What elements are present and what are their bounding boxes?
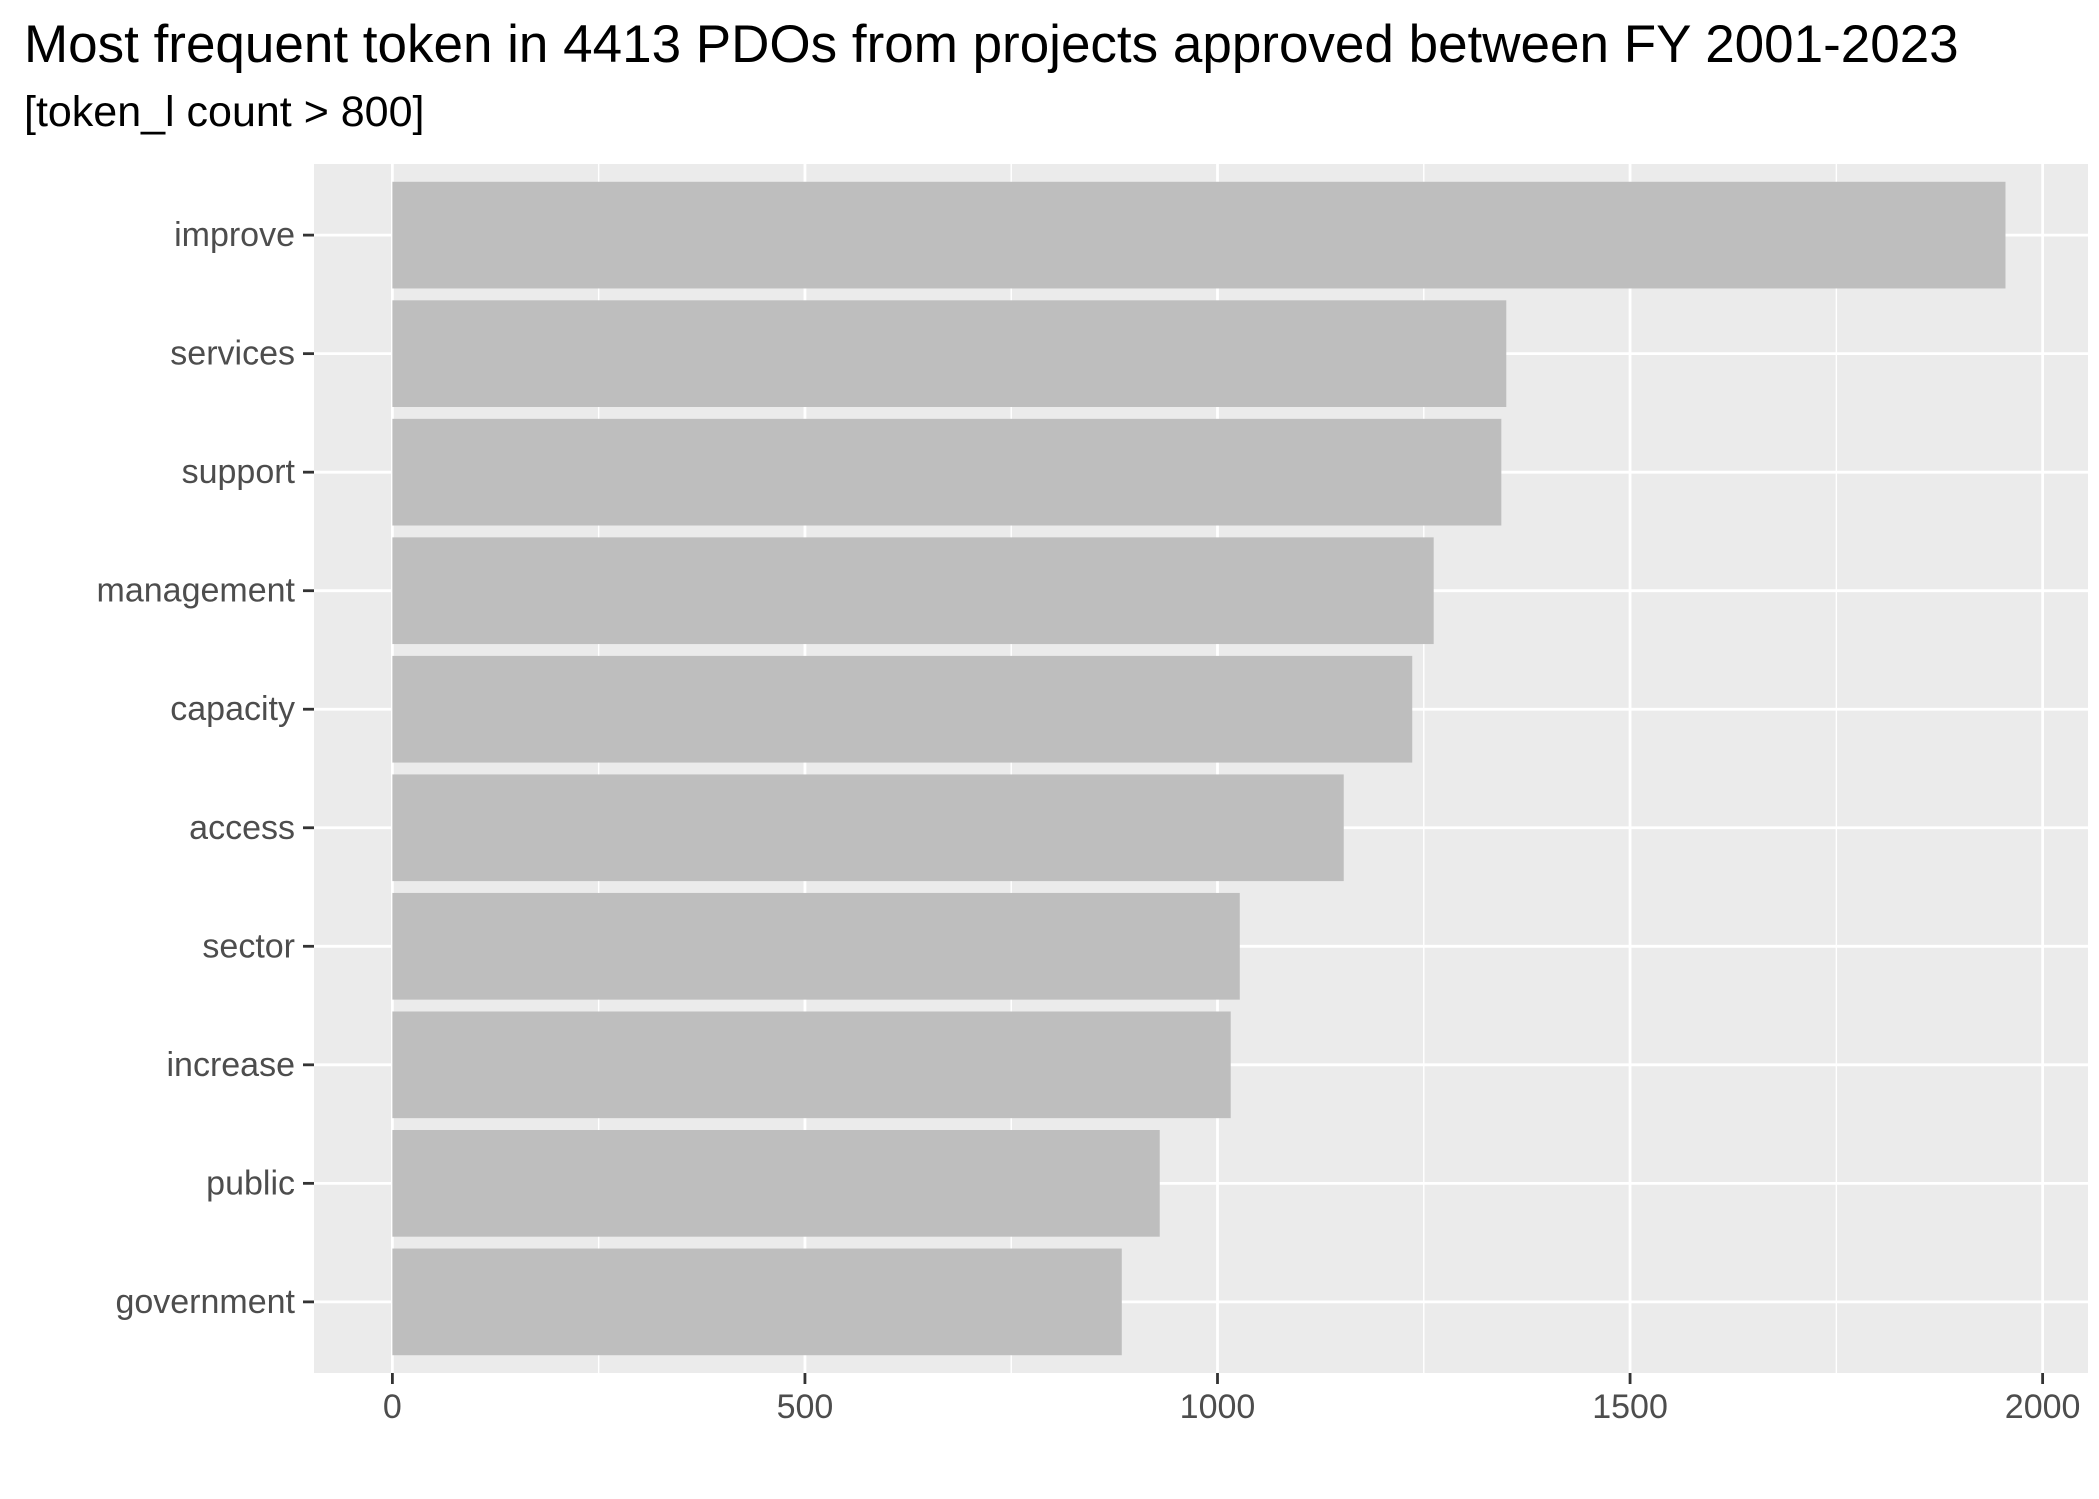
- bar: [392, 537, 1434, 645]
- bar: [392, 1011, 1231, 1119]
- x-tick-label: 0: [383, 1388, 402, 1426]
- y-tick-label: increase: [166, 1046, 295, 1084]
- x-tick-label: 1500: [1592, 1388, 1668, 1426]
- y-tick-label: access: [189, 809, 295, 847]
- y-tick-label: management: [97, 572, 296, 610]
- bar: [392, 1130, 1160, 1237]
- chart-subtitle: [token_l count > 800]: [24, 88, 425, 136]
- bar: [392, 418, 1502, 526]
- bar: [392, 892, 1240, 1000]
- x-tick-label: 500: [777, 1388, 834, 1426]
- y-tick-label: public: [206, 1164, 295, 1202]
- bar: [392, 655, 1413, 763]
- bar: [392, 1248, 1122, 1356]
- y-tick-label: sector: [202, 927, 295, 965]
- y-tick-label: capacity: [170, 690, 295, 728]
- bar: [392, 774, 1344, 882]
- y-tick-label: improve: [174, 216, 295, 254]
- chart-title: Most frequent token in 4413 PDOs from pr…: [24, 15, 1959, 74]
- x-tick-label: 1000: [1180, 1388, 1256, 1426]
- x-tick-label: 2000: [2005, 1388, 2081, 1426]
- y-tick-label: support: [182, 453, 296, 491]
- y-tick-label: services: [170, 335, 295, 373]
- y-tick-label: government: [115, 1283, 295, 1321]
- bar: [392, 181, 2006, 289]
- bar: [392, 300, 1507, 407]
